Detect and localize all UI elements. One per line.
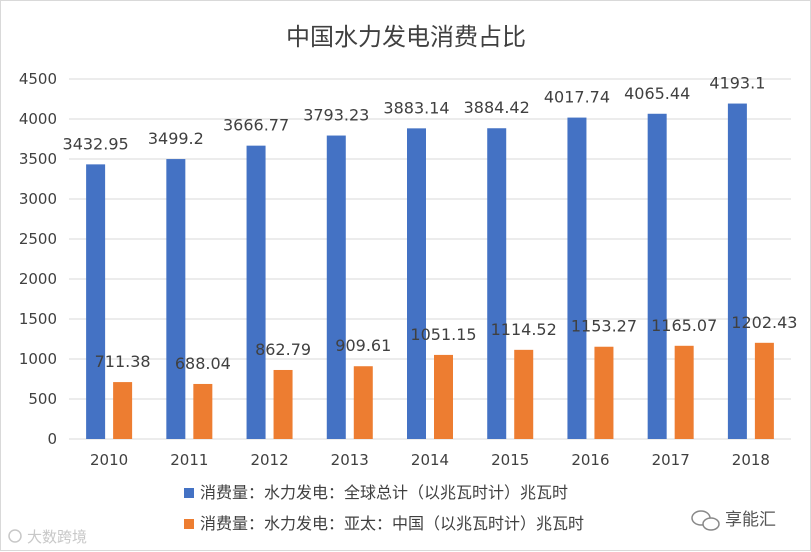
legend-label-china: 消费量：水力发电：亚太：中国（以兆瓦时计）兆瓦时: [200, 514, 584, 533]
legend-label-global: 消费量：水力发电：全球总计（以兆瓦时计）兆瓦时: [200, 483, 568, 502]
y-tick-label: 4000: [19, 110, 57, 128]
data-label: 3884.42: [464, 98, 530, 117]
legend-item-china: 消费量：水力发电：亚太：中国（以兆瓦时计）兆瓦时: [184, 514, 584, 533]
bar-global: [407, 128, 426, 439]
legend-swatch-global: [184, 488, 194, 498]
bar-global: [166, 159, 186, 439]
bar-global: [86, 164, 106, 439]
watermark-left-text: 大数跨境: [27, 528, 87, 546]
bar-global: [567, 117, 587, 439]
y-tick-label: 3000: [19, 190, 57, 208]
bar-china: [273, 369, 293, 439]
y-tick-label: 1500: [19, 310, 57, 328]
y-axis-ticks: 0 500 1000 1500 2000 2500 3000 3500 4000 4500: [19, 70, 57, 448]
legend-swatch-china: [184, 519, 194, 529]
x-tick-label: 2010: [90, 451, 128, 469]
watermark-logo-icon: [8, 529, 22, 543]
bar-china: [594, 346, 614, 439]
bar-china: [514, 349, 534, 439]
bar-china: [353, 366, 373, 439]
x-tick-label: 2016: [571, 451, 609, 469]
data-label: 1202.43: [731, 313, 797, 332]
legend-item-global: 消费量：水力发电：全球总计（以兆瓦时计）兆瓦时: [184, 483, 568, 502]
bar-china: [434, 354, 453, 439]
data-label: 862.79: [255, 340, 311, 359]
gridlines: [69, 78, 791, 440]
watermark-right: 享能汇: [691, 510, 776, 531]
data-labels: 3432.95 711.38 3499.2 688.04 3666.77 862.79 37…: [63, 74, 798, 373]
bars: [86, 103, 774, 440]
y-tick-label: 2000: [19, 270, 57, 288]
x-tick-label: 2014: [411, 451, 449, 469]
x-tick-label: 2013: [331, 451, 369, 469]
watermark-left: 大数跨境: [8, 528, 87, 546]
data-label: 3432.95: [63, 134, 129, 153]
data-label: 1153.27: [571, 317, 637, 336]
data-label: 909.61: [335, 336, 391, 355]
bar-china: [113, 382, 133, 439]
x-tick-label: 2011: [170, 451, 208, 469]
data-label: 4193.1: [709, 74, 765, 93]
data-label: 3499.2: [148, 129, 204, 148]
chart-title: 中国水力发电消费占比: [286, 23, 526, 51]
y-tick-label: 4500: [19, 70, 57, 88]
wechat-icon-bubble: [702, 517, 720, 531]
bar-global: [326, 135, 346, 439]
y-tick-label: 3500: [19, 150, 57, 168]
data-label: 3793.23: [303, 106, 369, 125]
bar-china: [674, 345, 694, 439]
x-axis-ticks: 2010 2011 2012 2013 2014 2015 2016 2017 2018: [90, 451, 770, 469]
data-label: 3666.77: [223, 116, 289, 135]
data-label: 711.38: [95, 352, 151, 371]
data-label: 1165.07: [651, 316, 717, 335]
y-tick-label: 500: [28, 390, 57, 408]
data-label: 4065.44: [624, 84, 690, 103]
x-tick-label: 2015: [491, 451, 529, 469]
data-label: 4017.74: [544, 88, 610, 107]
x-tick-label: 2012: [250, 451, 288, 469]
watermark-right-text: 享能汇: [725, 510, 776, 530]
y-tick-label: 1000: [19, 350, 57, 368]
x-tick-label: 2017: [652, 451, 690, 469]
y-tick-label: 0: [47, 430, 57, 448]
x-tick-label: 2018: [732, 451, 770, 469]
bar-global: [727, 103, 747, 439]
bar-china: [193, 383, 213, 439]
bar-china: [754, 342, 774, 439]
bar-global: [246, 145, 266, 440]
legend: 消费量：水力发电：全球总计（以兆瓦时计）兆瓦时 消费量：水力发电：亚太：中国（以…: [184, 483, 584, 533]
bar-global: [647, 113, 667, 439]
data-label: 1114.52: [491, 320, 557, 339]
data-label: 688.04: [175, 354, 231, 373]
y-tick-label: 2500: [19, 230, 57, 248]
data-label: 1051.15: [410, 325, 476, 344]
bar-global: [487, 128, 507, 439]
data-label: 3883.14: [383, 98, 449, 117]
